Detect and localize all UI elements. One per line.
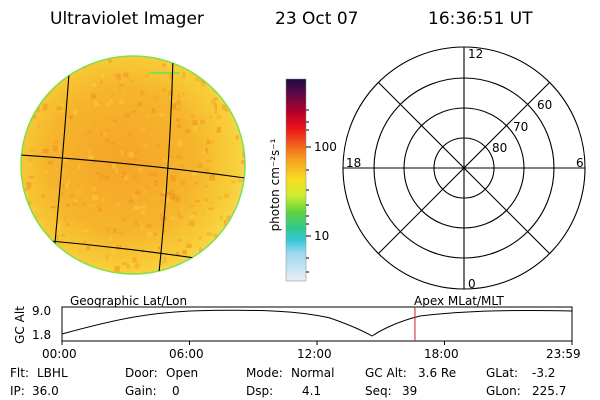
colorbar-unit-label: photon cm⁻²s⁻¹	[268, 138, 282, 232]
time-label: 16:36:51 UT	[428, 9, 533, 29]
dsp-value: 4.1	[302, 384, 322, 398]
glon-value: 225.7	[532, 384, 567, 398]
polar-label-0: 0	[468, 277, 476, 291]
timeline-xtick-0: 00:00	[42, 347, 77, 361]
mode-label: Mode:	[246, 366, 283, 380]
seq-label: Seq:	[365, 384, 392, 398]
timeline-xtick-2: 12:00	[297, 347, 332, 361]
dsp-label: Dsp:	[246, 384, 274, 398]
gain-label: Gain:	[125, 384, 157, 398]
timeline-left-title: Geographic Lat/Lon	[70, 294, 188, 308]
timeline-xtick-3: 18:00	[424, 347, 459, 361]
glat-label: GLat:	[486, 366, 519, 380]
door-label: Door:	[125, 366, 158, 380]
colorbar-tick-100: 100	[314, 140, 337, 154]
gain-value: 0	[172, 384, 180, 398]
ip-value: 36.0	[32, 384, 59, 398]
polar-label-18: 18	[346, 156, 362, 170]
ip-label: IP:	[10, 384, 25, 398]
colorbar-tick-10: 10	[314, 229, 330, 243]
gcalt-label: GC Alt:	[365, 366, 407, 380]
date-label: 23 Oct 07	[275, 9, 359, 29]
flt-label: Flt:	[10, 366, 29, 380]
glon-label: GLon:	[486, 384, 521, 398]
seq-value: 39	[402, 384, 418, 398]
mode-value: Normal	[291, 366, 335, 380]
flt-value: LBHL	[37, 366, 68, 380]
glat-value: -3.2	[532, 366, 556, 380]
timeline-xtick-4: 23:59	[546, 347, 581, 361]
timeline-right-title: Apex MLat/MLT	[414, 294, 504, 308]
polar-label-6: 6	[576, 156, 584, 170]
timeline-xtick-1: 06:00	[169, 347, 204, 361]
app-title: Ultraviolet Imager	[50, 9, 204, 29]
polar-label-12: 12	[468, 47, 484, 61]
polar-lat-70: 70	[513, 120, 529, 134]
timeline-ylabel: GC Alt	[13, 306, 27, 344]
door-value: Open	[166, 366, 199, 380]
polar-lat-80: 80	[492, 141, 508, 155]
timeline-ytick-1: 1.8	[32, 328, 52, 342]
timeline-ytick-9: 9.0	[32, 304, 52, 318]
polar-lat-60: 60	[537, 98, 553, 112]
gcalt-value: 3.6 Re	[418, 366, 457, 380]
